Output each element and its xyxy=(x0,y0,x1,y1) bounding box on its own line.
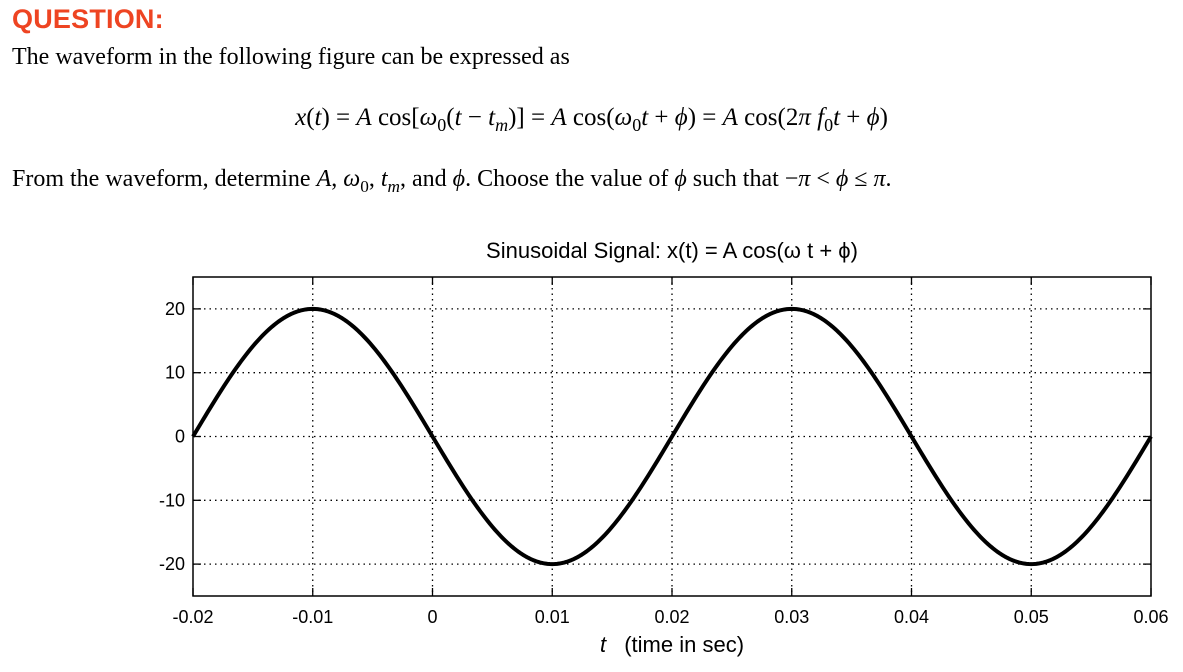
x-tick-label: -0.02 xyxy=(172,607,213,627)
plot-frame xyxy=(192,276,1152,597)
chart-grid xyxy=(193,277,1151,596)
series-line xyxy=(191,306,1153,567)
x-tick-label: -0.01 xyxy=(292,607,333,627)
x-tick-label: 0.03 xyxy=(774,607,809,627)
x-tick-label: 0.05 xyxy=(1014,607,1049,627)
x-axis-label-desc: (time in sec) xyxy=(624,632,744,657)
y-tick-label: -10 xyxy=(159,490,185,510)
y-tick-label: -20 xyxy=(159,554,185,574)
chart-tick-labels: -0.02 -0.01 0 0.01 0.02 0.03 0.04 0.05 0.06 20 10 0… xyxy=(159,299,1169,627)
x-tick-label: 0.06 xyxy=(1133,607,1168,627)
x-tick-label: 0.02 xyxy=(654,607,689,627)
y-tick-label: 20 xyxy=(165,299,185,319)
x-axis-label-var: t xyxy=(600,632,607,657)
x-axis-label: t (time in sec) xyxy=(600,632,744,657)
waveform-equation: x(t) = A cos[ω0(t − tm)] = A cos(ω0t + ϕ… xyxy=(295,104,888,135)
chart-title: Sinusoidal Signal: x(t) = A cos(ω t + ϕ) xyxy=(486,238,858,263)
y-tick-label: 0 xyxy=(175,427,185,447)
intro-text: The waveform in the following figure can… xyxy=(12,44,570,70)
x-tick-label: 0.04 xyxy=(894,607,929,627)
task-text: From the waveform, determine A, ω0, tm, … xyxy=(12,166,892,196)
x-tick-label: 0 xyxy=(427,607,437,627)
y-tick-label: 10 xyxy=(165,363,185,383)
question-heading: QUESTION: xyxy=(12,4,164,34)
x-tick-label: 0.01 xyxy=(535,607,570,627)
